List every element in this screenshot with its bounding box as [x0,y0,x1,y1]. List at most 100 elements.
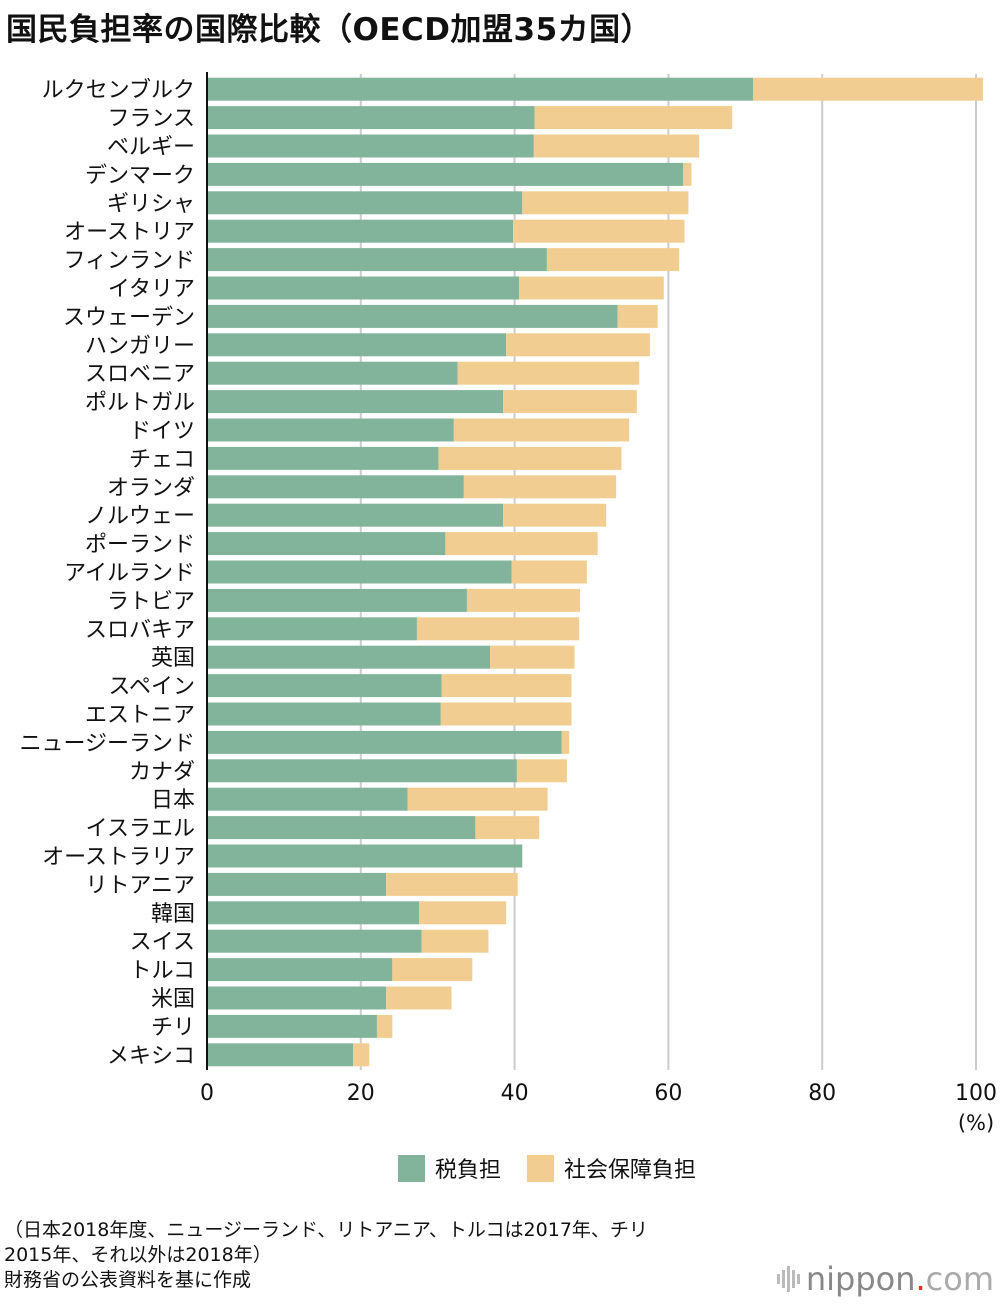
bar-tax [207,106,535,130]
bar-social [386,986,452,1010]
legend-swatch-tax [398,1154,425,1182]
brand-tld: com [925,1260,994,1298]
bar-tax [207,759,517,783]
bar-tax [207,702,441,726]
bar-tax [207,1043,354,1067]
country-label: ベルギー [107,135,195,160]
nippon-mark-icon [776,1266,800,1292]
legend-label-social: 社会保障負担 [564,1158,697,1183]
country-label: フィンランド [63,249,195,274]
country-label: カナダ [129,760,195,785]
bar-social [513,219,685,243]
bar-social [457,361,640,385]
bar-social [511,560,587,584]
bar-social [534,106,733,130]
bar-tax [207,77,753,101]
legend-item-tax: 税負担 [398,1152,501,1184]
bar-social [392,958,473,982]
country-label: オーストリア [64,220,195,245]
bar-tax [207,418,454,442]
bar-tax [207,390,504,414]
bar-social [466,588,580,612]
bar-social [522,191,689,215]
bar-tax [207,134,534,158]
bar-tax [207,844,523,868]
bar-tax [207,162,684,186]
country-label: ポーランド [85,533,195,558]
footnote-line: 2015年、それ以外は2018年） [4,1244,272,1266]
country-label: スウェーデン [63,305,195,330]
bar-social [453,418,630,442]
country-label: スロバキア [85,618,195,643]
country-label: ポルトガル [85,391,195,416]
country-label: エストニア [85,703,195,728]
country-label: イタリア [108,277,195,302]
bar-tax [207,986,387,1010]
country-label: メキシコ [107,1044,195,1069]
bar-social [489,645,575,669]
country-label: ルクセンブルク [42,78,195,103]
country-label: オランダ [107,476,195,501]
bar-social [438,446,622,470]
bar-social [416,617,580,641]
x-tick-label: 100 [955,1081,997,1106]
country-label: ノルウェー [85,504,195,529]
bar-social [441,674,572,698]
bar-tax [207,929,422,953]
country-label: スイス [130,930,195,955]
country-label: アイルランド [64,561,195,586]
bar-social [503,390,637,414]
bar-tax [207,361,458,385]
bar-tax [207,475,464,499]
brand-dot: . [915,1260,926,1298]
x-tick-label: 80 [808,1081,836,1106]
x-tick-label: 60 [654,1081,682,1106]
legend-swatch-social [527,1154,555,1182]
bar-social [752,77,983,101]
bar-social [421,929,489,953]
bar-social [376,1014,393,1038]
bar-social [683,162,692,186]
country-label: ハンガリー [85,334,195,359]
brand-name: nippon [805,1260,916,1298]
brand-logo: nippon.com [776,1260,994,1298]
country-label: フランス [107,107,195,132]
country-label: トルコ [129,959,195,984]
bar-tax [207,560,512,584]
bar-tax [207,532,446,556]
x-tick-label: 0 [200,1081,214,1106]
bar-social [445,532,598,556]
country-label: リトアニア [85,873,195,898]
bar-tax [207,674,442,698]
country-label: ニュージーランド [19,731,195,756]
country-label: ギリシャ [107,192,195,217]
country-label: 日本 [151,788,195,813]
legend-item-social: 社会保障負担 [527,1152,696,1184]
bar-tax [207,1014,377,1038]
bar-social [407,787,548,811]
country-label: イスラエル [86,817,195,842]
country-label: オーストラリア [42,845,195,870]
footnote-line: （日本2018年度、ニュージーランド、リトアニア、トルコは2017年、チリ [4,1219,648,1241]
stacked-bar-chart: 0 20 40 60 80 100 (%) ルクセンブルクフランスベルギーデンマークギリシャオ… [19,72,997,1135]
bar-social [463,475,617,499]
bar-social [475,816,540,840]
bar-tax [207,446,439,470]
bar-tax [207,730,562,754]
bar-tax [207,816,476,840]
bar-social [533,134,700,158]
bar-tax [207,304,618,328]
country-label: 米国 [151,987,195,1012]
bar-tax [207,333,507,357]
bar-tax [207,901,420,925]
x-axis-unit: (%) [958,1111,994,1135]
bar-tax [207,191,523,215]
legend-label-tax: 税負担 [435,1158,502,1183]
bar-tax [207,787,408,811]
country-label: ラトビア [107,589,195,614]
footnote: （日本2018年度、ニュージーランド、リトアニア、トルコは2017年、チリ 20… [4,1218,764,1293]
bar-tax [207,872,387,896]
bar-social [440,702,572,726]
bar-social [561,730,570,754]
bar-tax [207,248,547,272]
